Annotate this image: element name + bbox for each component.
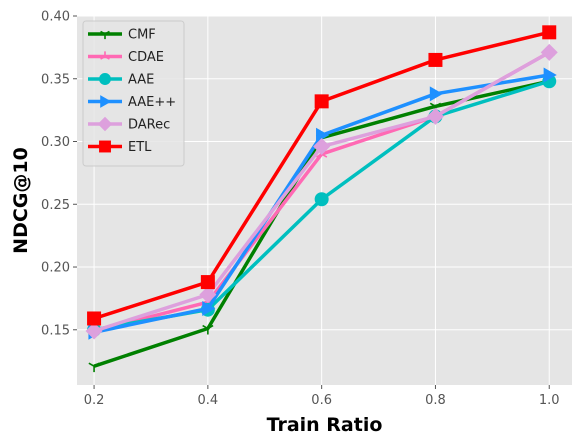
x-tick-label: 0.8 xyxy=(425,393,446,408)
data-point xyxy=(199,286,217,304)
data-point xyxy=(85,322,103,340)
y-tick-label: 0.40 xyxy=(41,10,70,25)
data-point xyxy=(200,275,215,290)
data-point xyxy=(202,324,214,335)
data-point xyxy=(88,362,100,373)
legend: CMF CDAE AAE AAE++ DARec ETL xyxy=(82,20,185,167)
legend-item: AAE++ xyxy=(88,95,176,110)
x-tick-label: 0.2 xyxy=(84,393,105,408)
data-point xyxy=(314,192,329,207)
legend-item: CMF xyxy=(88,28,156,43)
data-point xyxy=(540,43,558,61)
y-tick-labels: 0.15 0.20 0.25 0.30 0.35 0.40 xyxy=(41,10,77,338)
data-point xyxy=(314,94,329,109)
data-point xyxy=(542,25,557,40)
data-point xyxy=(313,138,331,156)
legend-label: ETL xyxy=(128,140,152,155)
series-etl xyxy=(87,25,557,326)
y-tick-label: 0.30 xyxy=(41,135,70,150)
series-layer xyxy=(85,25,558,373)
legend-item: AAE xyxy=(88,73,154,88)
series-aaeplusplus xyxy=(88,67,557,340)
series-darec xyxy=(85,43,558,340)
y-tick-label: 0.35 xyxy=(41,72,70,87)
data-point xyxy=(426,107,444,125)
data-point xyxy=(543,67,557,83)
x-tick-label: 0.4 xyxy=(198,393,219,408)
legend-item: CDAE xyxy=(88,50,164,65)
legend-label: AAE xyxy=(128,73,154,88)
y-tick-label: 0.20 xyxy=(41,261,70,276)
legend-label: CMF xyxy=(128,28,156,43)
data-point xyxy=(316,127,330,143)
x-tick-labels: 0.2 0.4 0.6 0.8 1.0 xyxy=(84,385,560,408)
y-tick-label: 0.15 xyxy=(41,323,70,338)
legend-marker xyxy=(100,95,112,108)
legend-marker xyxy=(99,140,111,153)
x-tick-label: 1.0 xyxy=(539,393,560,408)
x-axis-title: Train Ratio xyxy=(267,414,383,436)
data-point xyxy=(428,52,443,67)
data-point xyxy=(429,86,443,102)
y-axis-title: NDCG@10 xyxy=(10,147,32,254)
legend-marker xyxy=(97,116,113,132)
legend-item: DARec xyxy=(88,116,170,133)
legend-label: CDAE xyxy=(128,50,164,65)
data-point xyxy=(202,300,216,316)
legend-label: DARec xyxy=(128,118,170,133)
legend-label: AAE++ xyxy=(128,95,176,110)
x-tick-label: 0.6 xyxy=(311,393,332,408)
legend-marker xyxy=(100,30,110,40)
y-tick-label: 0.25 xyxy=(41,198,70,213)
data-point xyxy=(87,311,102,326)
legend-marker xyxy=(99,73,111,85)
legend-marker xyxy=(100,51,110,60)
legend-item: ETL xyxy=(88,140,152,155)
